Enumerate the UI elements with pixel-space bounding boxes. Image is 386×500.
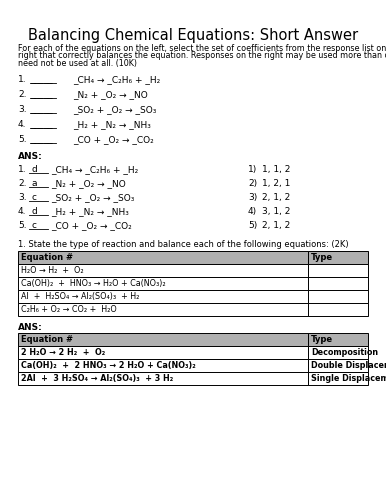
Bar bbox=[18, 277, 308, 290]
Bar bbox=[18, 333, 308, 346]
Bar bbox=[308, 333, 368, 346]
Bar bbox=[308, 251, 368, 264]
Text: ANS:: ANS: bbox=[18, 323, 43, 332]
Text: _____: _____ bbox=[30, 135, 52, 144]
Text: For each of the equations on the left, select the set of coefficients from the r: For each of the equations on the left, s… bbox=[18, 44, 386, 53]
Text: d: d bbox=[32, 207, 38, 216]
Text: _H₂ + _N₂ → _NH₃: _H₂ + _N₂ → _NH₃ bbox=[73, 120, 151, 129]
Text: H₂O → H₂  +  O₂: H₂O → H₂ + O₂ bbox=[21, 266, 84, 275]
Text: _CH₄ → _C₂H₆ + _H₂: _CH₄ → _C₂H₆ + _H₂ bbox=[51, 165, 138, 174]
Text: _SO₂ + _O₂ → _SO₃: _SO₂ + _O₂ → _SO₃ bbox=[73, 105, 156, 114]
Text: _N₂ + _O₂ → _NO: _N₂ + _O₂ → _NO bbox=[73, 90, 148, 99]
Text: C₂H₆ + O₂ → CO₂ +  H₂O: C₂H₆ + O₂ → CO₂ + H₂O bbox=[21, 305, 117, 314]
Text: 4.: 4. bbox=[18, 207, 27, 216]
Text: 2Al  +  3 H₂SO₄ → Al₂(SO₄)₃  + 3 H₂: 2Al + 3 H₂SO₄ → Al₂(SO₄)₃ + 3 H₂ bbox=[21, 374, 173, 383]
Text: _____: _____ bbox=[30, 105, 52, 114]
Bar bbox=[18, 303, 308, 316]
Text: 2): 2) bbox=[248, 179, 257, 188]
Bar bbox=[308, 264, 368, 277]
Bar bbox=[308, 372, 368, 385]
Bar bbox=[18, 359, 308, 372]
Text: Double Displacement: Double Displacement bbox=[311, 361, 386, 370]
Text: 2, 1, 2: 2, 1, 2 bbox=[262, 193, 290, 202]
Text: _CH₄ → _C₂H₆ + _H₂: _CH₄ → _C₂H₆ + _H₂ bbox=[73, 75, 160, 84]
Text: Ca(OH)₂  +  2 HNO₃ → 2 H₂O + Ca(NO₃)₂: Ca(OH)₂ + 2 HNO₃ → 2 H₂O + Ca(NO₃)₂ bbox=[21, 361, 196, 370]
Text: 1, 1, 2: 1, 1, 2 bbox=[262, 165, 290, 174]
Text: _H₂ + _N₂ → _NH₃: _H₂ + _N₂ → _NH₃ bbox=[51, 207, 129, 216]
Text: need not be used at all. (10K): need not be used at all. (10K) bbox=[18, 59, 137, 68]
Text: 5.: 5. bbox=[18, 221, 27, 230]
Text: _N₂ + _O₂ → _NO: _N₂ + _O₂ → _NO bbox=[51, 179, 126, 188]
Text: Decomposition: Decomposition bbox=[311, 348, 378, 357]
Text: 2 H₂O → 2 H₂  +  O₂: 2 H₂O → 2 H₂ + O₂ bbox=[21, 348, 105, 357]
Text: Equation #: Equation # bbox=[21, 253, 73, 262]
Text: ANS:: ANS: bbox=[18, 152, 43, 161]
Bar bbox=[18, 346, 308, 359]
Bar bbox=[18, 372, 308, 385]
Text: Type: Type bbox=[311, 335, 333, 344]
Text: 2, 1, 2: 2, 1, 2 bbox=[262, 221, 290, 230]
Text: 5.: 5. bbox=[18, 135, 27, 144]
Text: _CO + _O₂ → _CO₂: _CO + _O₂ → _CO₂ bbox=[51, 221, 132, 230]
Text: right that correctly balances the equation. Responses on the right may be used m: right that correctly balances the equati… bbox=[18, 52, 386, 60]
Text: 1.: 1. bbox=[18, 165, 27, 174]
Text: _CO + _O₂ → _CO₂: _CO + _O₂ → _CO₂ bbox=[73, 135, 154, 144]
Bar bbox=[308, 359, 368, 372]
Text: _____: _____ bbox=[30, 120, 52, 129]
Bar bbox=[18, 264, 308, 277]
Text: Al  +  H₂SO₄ → Al₂(SO₄)₃  + H₂: Al + H₂SO₄ → Al₂(SO₄)₃ + H₂ bbox=[21, 292, 139, 301]
Text: Ca(OH)₂  +  HNO₃ → H₂O + Ca(NO₃)₂: Ca(OH)₂ + HNO₃ → H₂O + Ca(NO₃)₂ bbox=[21, 279, 166, 288]
Text: 2.: 2. bbox=[18, 179, 27, 188]
Text: Equation #: Equation # bbox=[21, 335, 73, 344]
Text: Balancing Chemical Equations: Short Answer: Balancing Chemical Equations: Short Answ… bbox=[28, 28, 358, 43]
Text: 3.: 3. bbox=[18, 193, 27, 202]
Text: 4): 4) bbox=[248, 207, 257, 216]
Text: d: d bbox=[32, 165, 38, 174]
Text: _SO₂ + _O₂ → _SO₃: _SO₂ + _O₂ → _SO₃ bbox=[51, 193, 134, 202]
Bar bbox=[308, 277, 368, 290]
Text: c: c bbox=[32, 221, 37, 230]
Text: 4.: 4. bbox=[18, 120, 27, 129]
Text: Type: Type bbox=[311, 253, 333, 262]
Text: c: c bbox=[32, 193, 37, 202]
Bar bbox=[18, 251, 308, 264]
Text: 1, 2, 1: 1, 2, 1 bbox=[262, 179, 290, 188]
Text: 3): 3) bbox=[248, 193, 257, 202]
Text: Single Displacement: Single Displacement bbox=[311, 374, 386, 383]
Text: 2.: 2. bbox=[18, 90, 27, 99]
Bar bbox=[18, 290, 308, 303]
Bar bbox=[308, 346, 368, 359]
Text: 3.: 3. bbox=[18, 105, 27, 114]
Text: _____: _____ bbox=[30, 75, 52, 84]
Text: 1.: 1. bbox=[18, 75, 27, 84]
Text: 1. State the type of reaction and balance each of the following equations: (2K): 1. State the type of reaction and balanc… bbox=[18, 240, 349, 249]
Text: _____: _____ bbox=[30, 90, 52, 99]
Bar bbox=[308, 303, 368, 316]
Text: 5): 5) bbox=[248, 221, 257, 230]
Bar bbox=[308, 290, 368, 303]
Text: 1): 1) bbox=[248, 165, 257, 174]
Text: a: a bbox=[32, 179, 37, 188]
Text: 3, 1, 2: 3, 1, 2 bbox=[262, 207, 290, 216]
